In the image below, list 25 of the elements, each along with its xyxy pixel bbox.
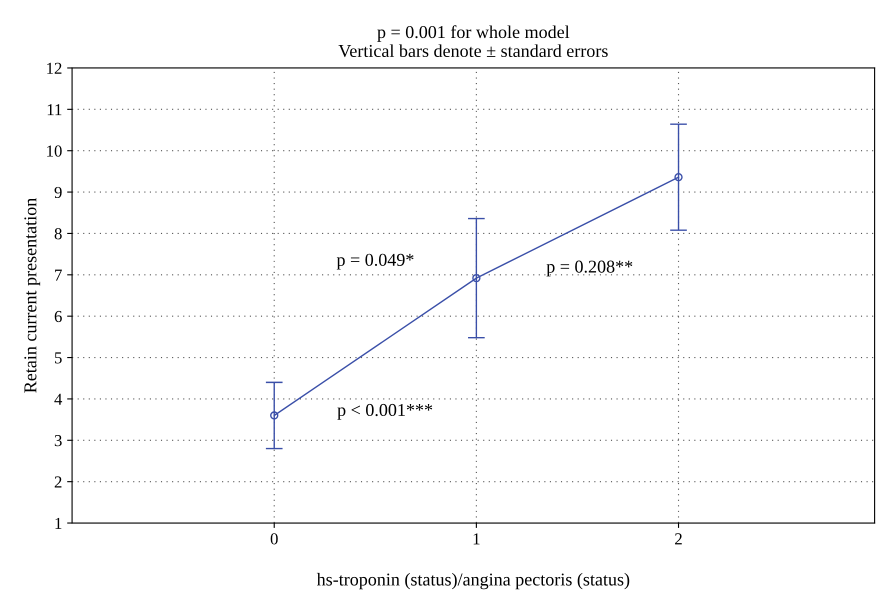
y-tick-label: 8 xyxy=(54,228,62,240)
y-tick-label: 11 xyxy=(48,104,62,116)
y-tick-label: 10 xyxy=(47,145,62,157)
x-axis-title: hs-troponin (status)/angina pectoris (status) xyxy=(316,572,630,590)
chart-title: p = 0.001 for whole model xyxy=(377,25,570,42)
y-tick-label: 5 xyxy=(54,352,62,364)
y-tick-label: 3 xyxy=(54,435,62,446)
y-axis-title: Retain current presentation xyxy=(24,198,40,393)
annotation: p = 0.208** xyxy=(546,260,632,276)
y-tick-label: 4 xyxy=(54,394,62,405)
chart-subtitle: Vertical bars denote ± standard errors xyxy=(338,44,608,58)
x-tick-label: 0 xyxy=(270,533,278,544)
point xyxy=(472,274,481,282)
point xyxy=(674,173,683,182)
x-tick-label: 1 xyxy=(474,533,480,544)
y-tick-label: 7 xyxy=(55,270,62,281)
x-tick-label: 2 xyxy=(675,533,682,544)
y-tick-label: 1 xyxy=(55,518,62,529)
point xyxy=(270,411,278,420)
annotation: p = 0.049* xyxy=(336,254,414,270)
annotation: p < 0.001*** xyxy=(337,404,432,420)
y-tick-label: 6 xyxy=(54,310,62,322)
y-tick-label: 9 xyxy=(54,186,62,198)
y-tick-label: 2 xyxy=(54,476,62,488)
y-tick-label: 12 xyxy=(47,62,62,74)
